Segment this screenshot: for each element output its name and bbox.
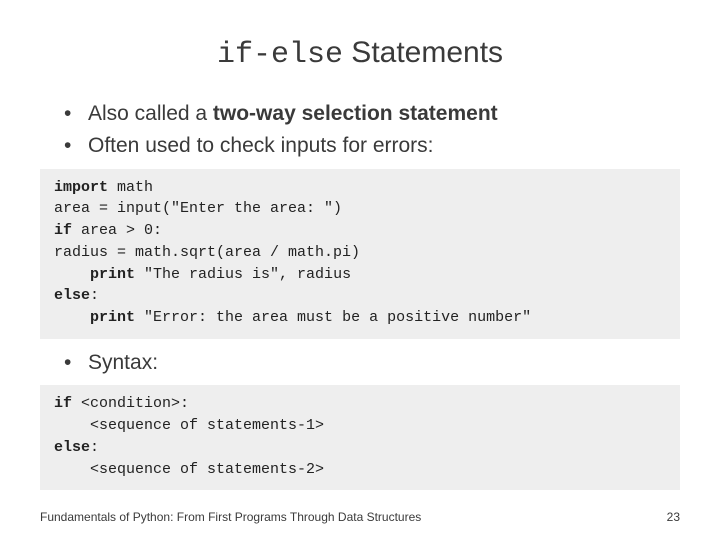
code-keyword: if <box>54 395 72 412</box>
bullet-1-bold: two-way selection statement <box>213 102 498 125</box>
code-keyword: print <box>90 266 135 283</box>
code-example-1: import math area = input("Enter the area… <box>40 169 680 339</box>
code-text: "Error: the area must be a positive numb… <box>135 309 531 326</box>
code-text: "The radius is", radius <box>135 266 351 283</box>
bullet-3: Syntax: <box>64 349 680 377</box>
slide-title: if-else Statements <box>40 36 680 72</box>
code-syntax: if <condition>: <sequence of statements-… <box>40 385 680 490</box>
code-text: <condition>: <box>72 395 189 412</box>
code-line: if area > 0: <box>54 220 666 242</box>
slide: if-else Statements Also called a two-way… <box>0 0 720 540</box>
code-line: radius = math.sqrt(area / math.pi) <box>54 242 666 264</box>
code-line: if <condition>: <box>54 393 666 415</box>
bullet-2: Often used to check inputs for errors: <box>64 132 680 160</box>
code-line: print "The radius is", radius <box>54 264 666 286</box>
title-code: if-else <box>217 38 343 72</box>
code-keyword: else <box>54 439 90 456</box>
footer: Fundamentals of Python: From First Progr… <box>40 510 680 524</box>
code-text: area > 0: <box>72 222 162 239</box>
code-keyword: else <box>54 287 90 304</box>
code-keyword: print <box>90 309 135 326</box>
code-line: else: <box>54 437 666 459</box>
code-text: math <box>108 179 153 196</box>
code-indent <box>54 266 90 283</box>
footer-text: Fundamentals of Python: From First Progr… <box>40 510 421 524</box>
title-rest: Statements <box>343 36 503 69</box>
bullet-1: Also called a two-way selection statemen… <box>64 100 680 128</box>
code-keyword: if <box>54 222 72 239</box>
bullet-list: Also called a two-way selection statemen… <box>40 100 680 161</box>
code-line: area = input("Enter the area: ") <box>54 198 666 220</box>
code-line: <sequence of statements-2> <box>54 459 666 481</box>
page-number: 23 <box>667 510 680 524</box>
code-line: import math <box>54 177 666 199</box>
code-line: print "Error: the area must be a positiv… <box>54 307 666 329</box>
code-line: else: <box>54 285 666 307</box>
code-indent <box>54 309 90 326</box>
code-text: : <box>90 439 99 456</box>
bullet-list-2: Syntax: <box>40 349 680 377</box>
code-line: <sequence of statements-1> <box>54 415 666 437</box>
code-text: : <box>90 287 99 304</box>
code-keyword: import <box>54 179 108 196</box>
bullet-1-prefix: Also called a <box>88 102 213 125</box>
